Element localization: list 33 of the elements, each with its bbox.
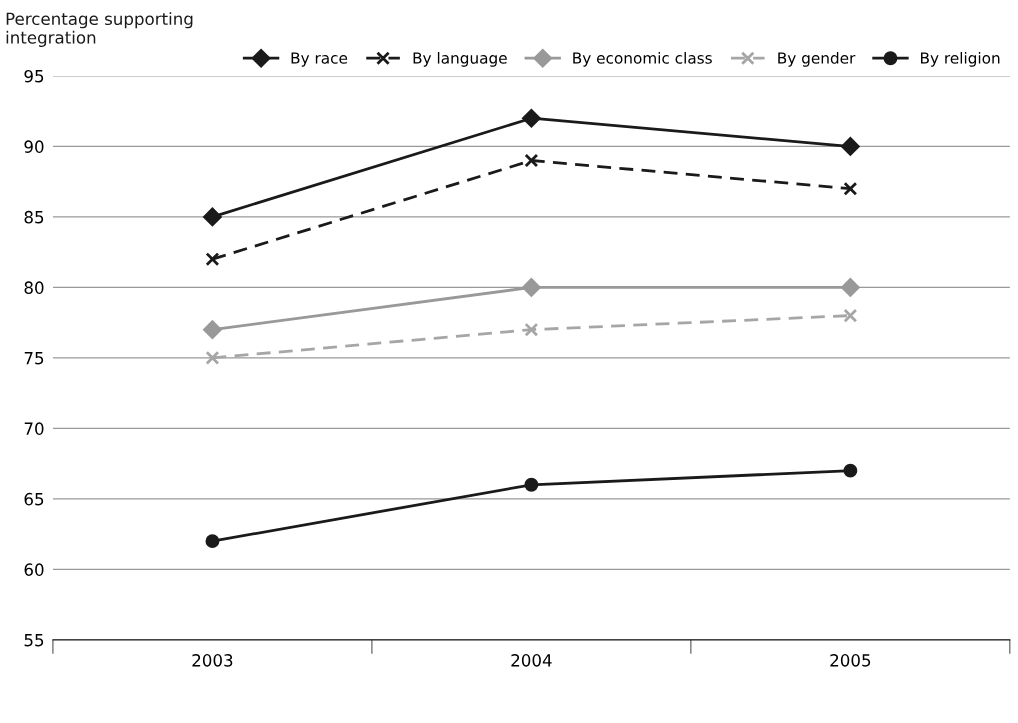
legend-label: By gender xyxy=(778,51,856,67)
y-tick-label: 60 xyxy=(24,563,44,576)
y-axis-title: Percentage supporting integration xyxy=(6,12,193,47)
legend-label: By language xyxy=(413,51,507,67)
point xyxy=(524,153,539,168)
point xyxy=(843,308,858,323)
x-tick-label: 2004 xyxy=(511,654,552,667)
point xyxy=(203,320,222,339)
point xyxy=(524,477,539,492)
point xyxy=(205,534,220,549)
y-tick-label: 65 xyxy=(24,492,44,506)
point xyxy=(522,108,541,128)
legend-label: By race xyxy=(291,52,348,67)
x-tick-label: 2005 xyxy=(830,654,871,667)
y-tick-label: 55 xyxy=(24,634,44,647)
y-tick-label: 90 xyxy=(24,140,44,153)
point xyxy=(522,278,541,297)
point xyxy=(843,181,858,196)
point xyxy=(841,137,860,156)
point xyxy=(205,350,220,365)
y-tick-label: 70 xyxy=(24,422,44,435)
y-tick-label: 75 xyxy=(24,352,44,365)
y-tick-label: 95 xyxy=(24,69,44,83)
point xyxy=(841,278,860,297)
point xyxy=(843,463,858,478)
legend-label: By economic class xyxy=(573,51,712,67)
point xyxy=(203,207,222,227)
x-tick-label: 2003 xyxy=(192,654,233,667)
y-tick-label: 80 xyxy=(24,281,44,294)
y-tick-label: 85 xyxy=(24,210,44,224)
legend-label: By religion xyxy=(921,51,1000,67)
point xyxy=(205,252,220,267)
point xyxy=(524,322,539,337)
